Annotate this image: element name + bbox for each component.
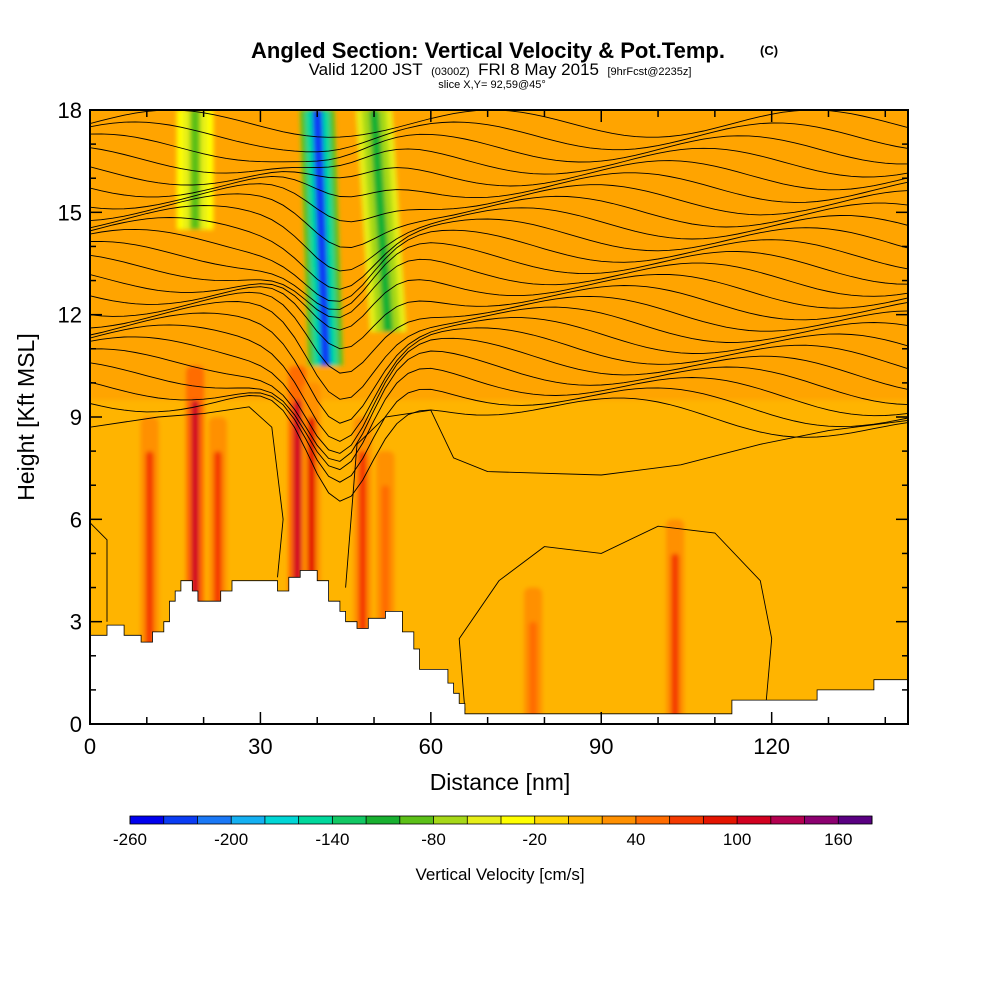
colorbar-swatch (635, 816, 671, 824)
chart-subtitle: Valid 1200 JST (0300Z) FRI 8 May 2015 [9… (309, 60, 692, 79)
theta-contour (90, 193, 908, 248)
axes: 0 30 60 90 120 0 3 6 9 12 15 18 (58, 98, 908, 759)
colorbar-swatch (501, 816, 536, 824)
subtitle-date: FRI 8 May 2015 (478, 60, 599, 79)
theta-contour (90, 240, 908, 310)
colorbar: -260 -200 -140 -80 -20 40 100 160 (113, 815, 873, 849)
theta-contour (90, 172, 908, 203)
colorbar-swatch (737, 816, 772, 824)
y-tick-label: 12 (58, 303, 82, 328)
colorbar-swatch (838, 816, 873, 824)
colorbar-swatch (332, 816, 367, 824)
theta-contours (90, 110, 908, 711)
colorbar-swatch (703, 816, 738, 824)
x-tick-label: 60 (419, 734, 443, 759)
theta-contour (90, 147, 908, 178)
colorbar-swatch (197, 816, 232, 824)
colorbar-tick-label: -200 (214, 830, 248, 849)
theta-contour (90, 254, 908, 319)
colorbar-swatch (602, 816, 637, 824)
colorbar-tick-label: -20 (522, 830, 547, 849)
theta-contour (90, 522, 108, 622)
colorbar-tick-label: -80 (421, 830, 446, 849)
terrain (90, 570, 908, 724)
x-tick-label: 0 (84, 734, 96, 759)
y-tick-label: 3 (70, 610, 82, 635)
colorbar-swatch (130, 816, 165, 824)
theta-contour (345, 409, 908, 588)
theta-contour (90, 205, 908, 272)
colorbar-tick-label: -140 (315, 830, 349, 849)
theta-contour (90, 133, 908, 165)
updraft-column (666, 519, 685, 724)
x-tick-label: 120 (753, 734, 790, 759)
downdraft-band (356, 110, 407, 332)
chart-title-suffix: (C) (760, 43, 778, 58)
downdraft-band (177, 110, 214, 230)
colorbar-swatch (770, 816, 806, 824)
theta-contour (90, 336, 908, 454)
theta-contour (90, 395, 908, 502)
theta-contour (90, 228, 908, 302)
theta-contour (90, 291, 908, 374)
subtitle-valid: Valid 1200 JST (309, 60, 423, 79)
colorbar-tick-label: -260 (113, 830, 147, 849)
y-axis-title: Height [Kft MSL] (13, 333, 39, 500)
chart-title: Angled Section: Vertical Velocity & Pot.… (251, 38, 725, 63)
colorbar-swatch (399, 816, 435, 824)
updraft-column (524, 587, 543, 724)
y-tick-label: 9 (70, 405, 82, 430)
y-tick-label: 6 (70, 507, 82, 532)
colorbar-tick-label: 100 (723, 830, 751, 849)
theta-contour (90, 285, 908, 350)
theta-contour (90, 348, 908, 462)
theta-contour (90, 381, 908, 483)
theta-contour (90, 183, 908, 223)
colorbar-swatch (669, 816, 704, 824)
theta-contour (90, 217, 908, 290)
colorbar-swatch (433, 816, 468, 824)
subtitle-zulu: (0300Z) (431, 66, 470, 78)
colorbar-tick-label: 40 (626, 830, 645, 849)
colorbar-swatch (298, 816, 333, 824)
y-tick-label: 0 (70, 712, 82, 737)
theta-contour (90, 121, 908, 153)
slice-label: slice X,Y= 92,59@45° (438, 79, 546, 91)
y-tick-label: 15 (58, 200, 82, 225)
plot-area (90, 110, 908, 724)
theta-contour (90, 301, 908, 400)
theta-contour (90, 362, 908, 471)
x-axis-title: Distance [nm] (430, 769, 571, 795)
colorbar-swatch (366, 816, 401, 824)
theta-contour (90, 273, 908, 331)
colorbar-swatch (568, 816, 603, 824)
subtitle-forecast: [9hrFcst@2235z] (607, 66, 691, 78)
colorbar-swatch (231, 816, 266, 824)
theta-contour (90, 324, 908, 442)
theta-contour (458, 525, 773, 711)
theta-contour (90, 312, 908, 424)
x-tick-label: 30 (248, 734, 272, 759)
colorbar-title: Vertical Velocity [cm/s] (415, 865, 584, 884)
colorbar-swatch (534, 816, 569, 824)
theta-contour (90, 406, 284, 578)
colorbar-swatch (467, 816, 502, 824)
x-tick-label: 90 (589, 734, 613, 759)
colorbar-swatch (163, 816, 198, 824)
colorbar-tick-label: 160 (824, 830, 852, 849)
theta-contour (90, 160, 908, 191)
colorbar-swatch (804, 816, 839, 824)
colorbar-swatch (264, 816, 300, 824)
y-tick-label: 18 (58, 98, 82, 123)
